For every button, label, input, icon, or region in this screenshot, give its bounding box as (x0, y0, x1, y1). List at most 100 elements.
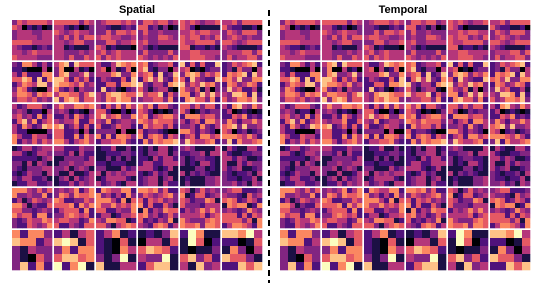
pixel (406, 35, 411, 40)
pixel (478, 218, 483, 223)
pixel (389, 72, 394, 77)
pixel (190, 171, 195, 176)
pixel (222, 230, 230, 238)
pixel (121, 166, 126, 171)
pixel (458, 62, 463, 67)
pixel (190, 208, 195, 213)
pixel (232, 72, 237, 77)
pixel (143, 176, 148, 181)
pixel (327, 97, 332, 102)
pixel (347, 109, 352, 114)
pixel (495, 109, 500, 114)
pixel (411, 45, 416, 50)
pixel (232, 146, 237, 151)
pixel (101, 92, 106, 97)
pixel (121, 92, 126, 97)
pixel (185, 188, 190, 193)
pixel (322, 208, 327, 213)
pixel (153, 40, 158, 45)
pixel (185, 50, 190, 55)
pixel (32, 50, 37, 55)
pixel (322, 176, 327, 181)
pixel (337, 166, 342, 171)
pixel (78, 262, 86, 270)
pixel (411, 20, 416, 25)
pixel (300, 82, 305, 87)
pixel (473, 87, 478, 92)
pixel (505, 124, 510, 129)
pixel (12, 72, 17, 77)
pixel (364, 146, 369, 151)
pixel (384, 104, 389, 109)
pixel (290, 87, 295, 92)
pixel (131, 139, 136, 144)
pixel (257, 218, 262, 223)
pixel (426, 181, 431, 186)
pixel (453, 45, 458, 50)
pixel (305, 166, 310, 171)
pixel (448, 203, 453, 208)
pixel (520, 72, 525, 77)
pixel (227, 30, 232, 35)
pixel (406, 238, 414, 246)
pixel (384, 203, 389, 208)
pixel (431, 82, 436, 87)
pixel (54, 166, 59, 171)
pixel (394, 193, 399, 198)
pixel (342, 151, 347, 156)
pixel (463, 134, 468, 139)
feature-map (280, 188, 320, 228)
pixel (337, 114, 342, 119)
pixel (84, 40, 89, 45)
pixel (252, 203, 257, 208)
pixel (310, 198, 315, 203)
pixel (342, 55, 347, 60)
feature-map (280, 20, 320, 60)
pixel (300, 161, 305, 166)
pixel (69, 208, 74, 213)
pixel (505, 134, 510, 139)
pixel (138, 72, 143, 77)
pixel (453, 218, 458, 223)
pixel (520, 198, 525, 203)
pixel (280, 20, 285, 25)
pixel (126, 50, 131, 55)
pixel (257, 166, 262, 171)
pixel (138, 208, 143, 213)
pixel (411, 156, 416, 161)
pixel (210, 129, 215, 134)
pixel (458, 30, 463, 35)
pixel (17, 198, 22, 203)
pixel (89, 166, 94, 171)
pixel (32, 40, 37, 45)
pixel (520, 129, 525, 134)
pixel (290, 104, 295, 109)
pixel (111, 146, 116, 151)
pixel (295, 129, 300, 134)
pixel (448, 161, 453, 166)
pixel (257, 203, 262, 208)
pixel (285, 20, 290, 25)
pixel (490, 67, 495, 72)
pixel (490, 114, 495, 119)
pixel (296, 246, 304, 254)
pixel (205, 50, 210, 55)
pixel (200, 104, 205, 109)
pixel (247, 30, 252, 35)
pixel (379, 208, 384, 213)
pixel (205, 213, 210, 218)
pixel (384, 72, 389, 77)
pixel (337, 181, 342, 186)
pixel (389, 188, 394, 193)
pixel (389, 176, 394, 181)
pixel (227, 156, 232, 161)
pixel (188, 246, 196, 254)
pixel (143, 129, 148, 134)
pixel (69, 161, 74, 166)
pixel (463, 62, 468, 67)
pixel (143, 171, 148, 176)
pixel (280, 77, 285, 82)
pixel (478, 45, 483, 50)
pixel (242, 25, 247, 30)
pixel (352, 166, 357, 171)
